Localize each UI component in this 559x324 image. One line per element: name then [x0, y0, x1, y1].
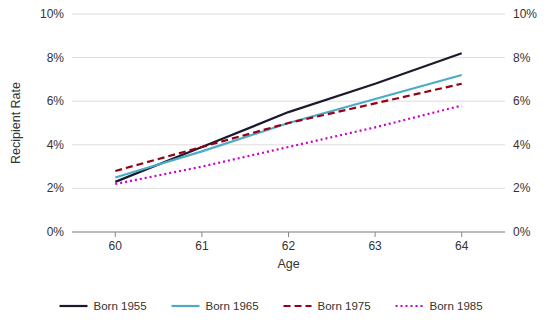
legend-swatch: [60, 305, 88, 307]
x-tick: [288, 232, 289, 237]
y2-tick-label: 0%: [513, 225, 531, 239]
y-tick-label: 4%: [47, 138, 65, 152]
grid-line: [72, 144, 505, 145]
y-tick-label: 8%: [47, 51, 65, 65]
series-line: [115, 84, 461, 171]
y-tick-label: 0%: [47, 225, 65, 239]
y-tick-label: 2%: [47, 181, 65, 195]
legend-label: Born 1985: [430, 300, 483, 312]
x-tick: [115, 232, 116, 237]
legend-swatch: [172, 305, 200, 307]
legend: Born 1955 Born 1965 Born 1975 Born 1985: [60, 300, 483, 312]
x-tick: [375, 232, 376, 237]
y2-tick-label: 4%: [513, 138, 531, 152]
grid-line: [72, 57, 505, 58]
y-tick-label: 10%: [40, 7, 64, 21]
series-line: [115, 75, 461, 177]
grid-line: [72, 188, 505, 189]
legend-label: Born 1955: [94, 300, 147, 312]
x-tick-label: 63: [368, 239, 382, 253]
grid-line: [72, 101, 505, 102]
grid: [72, 14, 505, 232]
y2-tick-label: 6%: [513, 94, 531, 108]
grid-line: [72, 14, 505, 15]
legend-label: Born 1975: [318, 300, 371, 312]
x-tick: [461, 232, 462, 237]
y-axis-title: Recipient Rate: [9, 82, 23, 164]
chart: 0% 2% 4% 6% 8% 10% 0% 2% 4% 6% 8% 10% 60 61 62 63 64 Age R…: [0, 0, 559, 324]
y2-tick-label: 10%: [513, 7, 537, 21]
x-axis-title: Age: [277, 257, 299, 271]
x-tick-label: 60: [109, 239, 123, 253]
x-tick-label: 61: [195, 239, 209, 253]
series-line: [115, 106, 461, 184]
x-tick: [201, 232, 202, 237]
x-tick-label: 62: [282, 239, 296, 253]
y2-tick-label: 8%: [513, 51, 531, 65]
x-tick-label: 64: [455, 239, 469, 253]
y2-tick-label: 2%: [513, 181, 531, 195]
legend-swatch: [284, 305, 312, 307]
legend-label: Born 1965: [206, 300, 259, 312]
legend-swatch: [396, 305, 424, 307]
y-tick-label: 6%: [47, 94, 65, 108]
series-lines: [115, 53, 461, 184]
